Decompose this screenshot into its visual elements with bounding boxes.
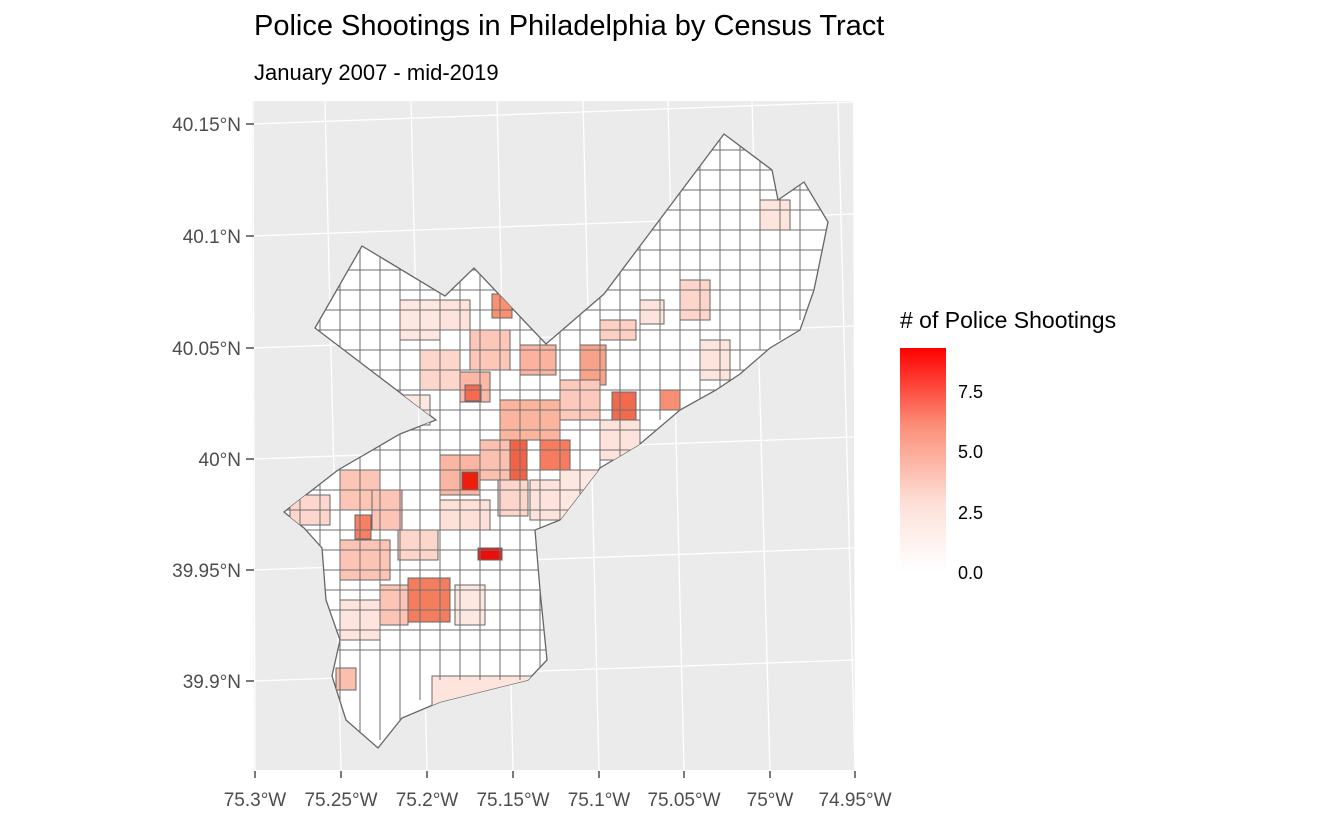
x-tick-label: 75°W (747, 790, 794, 811)
x-tick-label: 75.3°W (224, 790, 287, 811)
y-tick-label: 39.95°N (172, 561, 241, 582)
legend-tick-label: 7.5 (958, 382, 984, 402)
legend-tick-label: 5.0 (958, 442, 984, 462)
x-tick-label: 75.05°W (647, 790, 720, 811)
x-axis: 75.3°W 75.25°W 75.2°W 75.15°W 75.1°W 75.… (224, 771, 892, 811)
legend-tick-label: 2.5 (958, 503, 984, 523)
map-title: Police Shootings in Philadelphia by Cens… (254, 10, 885, 42)
x-tick-label: 75.1°W (568, 790, 631, 811)
x-tick-label: 75.2°W (396, 790, 459, 811)
y-tick-label: 40.1°N (183, 227, 241, 248)
x-tick-label: 75.15°W (476, 790, 549, 811)
legend-tick-label: 0.0 (958, 563, 984, 583)
x-tick-label: 75.25°W (304, 790, 377, 811)
legend-title: # of Police Shootings (900, 307, 1117, 333)
map-subtitle: January 2007 - mid-2019 (254, 60, 499, 85)
legend-colorbar (900, 348, 946, 570)
y-tick-label: 40.05°N (172, 339, 241, 360)
y-axis: 40.15°N 40.1°N 40.05°N 40°N 39.95°N 39.9… (172, 115, 254, 693)
y-tick-label: 39.9°N (183, 672, 241, 693)
x-tick-label: 74.95°W (818, 790, 891, 811)
y-tick-label: 40°N (199, 450, 241, 471)
y-tick-label: 40.15°N (172, 115, 241, 136)
